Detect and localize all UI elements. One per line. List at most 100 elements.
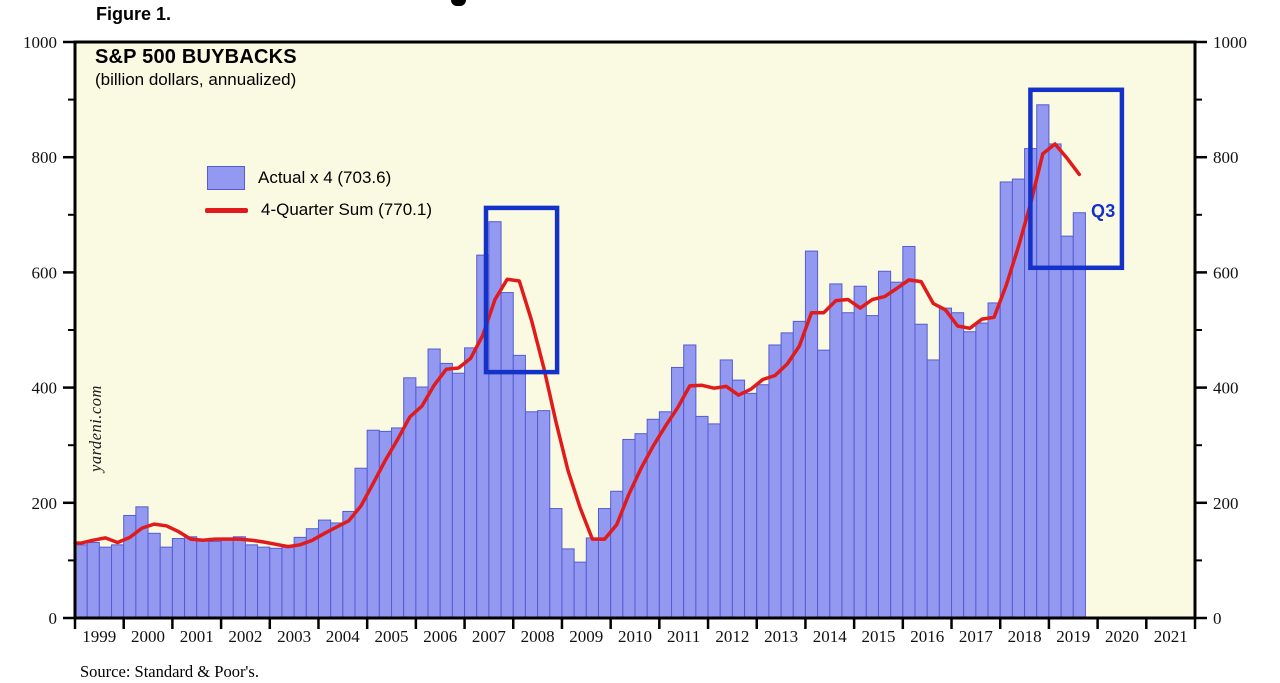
bar	[488, 221, 502, 619]
x-axis-label: 2013	[764, 627, 798, 646]
bar	[841, 312, 855, 619]
bar	[171, 538, 186, 619]
bar	[573, 561, 587, 619]
bar	[768, 344, 782, 619]
y-axis-label: 400	[32, 379, 58, 398]
bar	[853, 285, 867, 619]
line-series	[73, 142, 1082, 549]
bar	[366, 429, 380, 619]
legend-item-sum: 4-Quarter Sum (770.1)	[205, 196, 432, 224]
bar	[914, 323, 928, 619]
bar	[999, 181, 1013, 619]
bar	[963, 331, 977, 619]
bar	[792, 320, 806, 619]
bar	[756, 384, 770, 619]
bar	[451, 372, 466, 619]
y-axis-label: 1000	[23, 33, 57, 52]
bar	[1060, 235, 1074, 619]
bar	[549, 508, 563, 619]
bar	[147, 532, 161, 619]
bar	[902, 245, 916, 619]
legend-bar-swatch	[207, 166, 245, 190]
bar	[135, 506, 149, 619]
cropped-text-fragment	[451, 0, 466, 6]
bar	[744, 392, 758, 619]
bar	[123, 514, 137, 619]
bar	[695, 415, 709, 619]
bar	[439, 362, 453, 619]
x-axis-label: 2008	[521, 627, 555, 646]
x-axis-label: 2003	[277, 627, 311, 646]
y-axis-label: 200	[32, 494, 58, 513]
bar	[1072, 212, 1086, 619]
bar	[537, 410, 551, 619]
bar	[938, 307, 953, 619]
bar	[415, 386, 429, 619]
bar	[208, 540, 222, 619]
bar	[561, 548, 575, 619]
bar	[293, 536, 307, 619]
bar	[585, 537, 599, 619]
bar	[330, 522, 344, 619]
chart-subtitle: (billion dollars, annualized)	[95, 70, 297, 89]
x-axis-label: 2009	[569, 627, 603, 646]
bar	[890, 281, 904, 619]
bar	[524, 411, 539, 619]
y-axis-label: 800	[32, 148, 58, 167]
bar	[877, 270, 892, 619]
y-axis-label: 1000	[1213, 33, 1247, 52]
legend: Actual x 4 (703.6) 4-Quarter Sum (770.1)	[205, 164, 432, 224]
x-axis-label: 2016	[910, 627, 944, 646]
bar	[196, 538, 210, 619]
x-axis-label: 2010	[618, 627, 652, 646]
bar	[354, 467, 368, 619]
bar	[464, 347, 478, 619]
y-axis-label: 200	[1213, 494, 1239, 513]
bar	[804, 250, 819, 619]
x-axis-label: 2006	[423, 627, 457, 646]
x-axis-label: 2011	[667, 627, 700, 646]
legend-line-label: 4-Quarter Sum (770.1)	[261, 200, 433, 219]
q3-annotation-label: Q3	[1091, 201, 1116, 221]
bar	[780, 332, 794, 619]
bar	[74, 544, 88, 619]
bar	[1036, 104, 1050, 619]
annotation-box	[1028, 87, 1125, 271]
y-axis-label: 600	[1213, 263, 1239, 282]
bar	[281, 546, 295, 619]
figure-label: Figure 1.	[96, 4, 172, 24]
bar	[817, 349, 831, 619]
bar	[975, 322, 989, 619]
bar	[342, 510, 356, 619]
bar	[220, 537, 234, 619]
x-axis-label: 2012	[715, 627, 749, 646]
bar	[926, 359, 940, 619]
x-axis-label: 2005	[375, 627, 409, 646]
bar	[159, 546, 173, 619]
x-axis-label: 2015	[862, 627, 896, 646]
bar	[232, 536, 246, 619]
x-axis-label: 2002	[228, 627, 262, 646]
x-axis-label: 2021	[1154, 627, 1188, 646]
x-axis-label: 1999	[82, 627, 116, 646]
source-note: Source: Standard & Poor's.	[80, 662, 259, 681]
x-axis-label: 2014	[813, 627, 848, 646]
bar	[658, 411, 673, 619]
bar	[987, 302, 1001, 619]
bar	[244, 544, 259, 619]
x-axis-label: 2017	[959, 627, 994, 646]
annotation-box	[483, 205, 560, 375]
bar	[111, 544, 125, 619]
bar	[500, 292, 514, 619]
x-axis-label: 2020	[1105, 627, 1139, 646]
x-axis-label: 2001	[180, 627, 214, 646]
y-axis-label: 0	[1213, 609, 1222, 628]
bar	[269, 547, 283, 619]
x-axis-label: 2004	[326, 627, 361, 646]
bar	[512, 354, 526, 619]
x-axis-label: 2018	[1008, 627, 1042, 646]
bar	[707, 423, 721, 619]
legend-line-swatch	[205, 207, 248, 213]
